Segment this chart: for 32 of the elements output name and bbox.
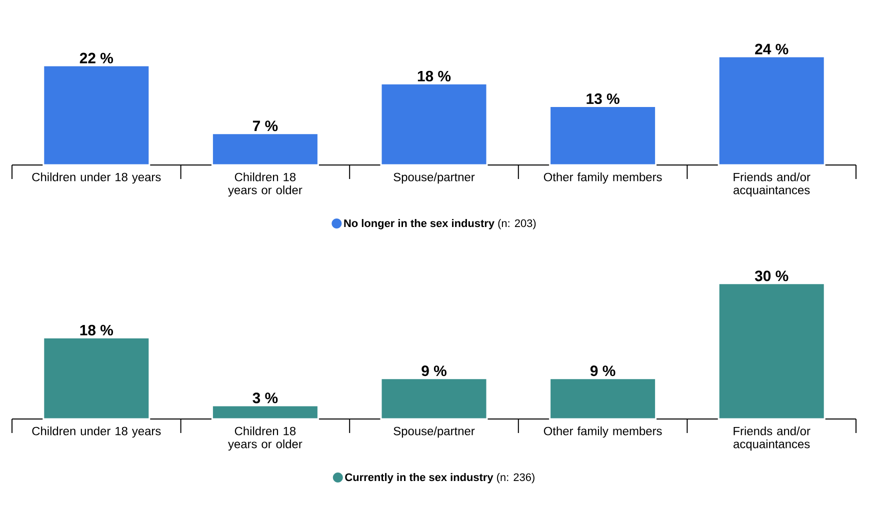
data-label: 18 % [418,70,451,82]
data-label: 13 % [586,93,620,104]
bar [718,56,826,166]
data-label: 3 % [252,392,278,404]
bar [718,282,826,420]
bar [42,336,150,420]
data-label: 18 % [80,324,114,336]
bar [380,82,488,166]
legend-label: No longer in the sex industry (n: 203) [344,219,536,230]
x-tick-label: Children 18 years or older [228,172,302,197]
data-label: 9 % [422,366,446,376]
bar [549,378,657,420]
bar [42,64,150,166]
x-tick-label: Children under 18 years [32,426,161,438]
data-label: 24 % [755,44,788,54]
bar [211,404,319,420]
data-label: 7 % [252,120,278,132]
data-label: 9 % [590,366,616,376]
data-label: 22 % [80,52,114,64]
x-tick-label: Children 18 years or older [228,426,302,451]
x-tick-label: Friends and/or acquaintances [734,426,810,451]
x-tick-label: Spouse/partner [394,426,475,438]
data-label: 30 % [754,270,788,282]
bar [380,378,488,420]
x-tick-label: Other family members [544,172,662,184]
x-tick-label: Other family members [544,426,662,438]
x-tick-label: Friends and/or acquaintances [734,172,810,197]
bar [549,105,657,166]
bar [211,132,319,166]
x-tick-label: Children under 18 years [32,172,161,184]
legend-label: Currently in the sex industry (n: 236) [345,473,534,484]
x-tick-label: Spouse/partner [394,172,475,184]
